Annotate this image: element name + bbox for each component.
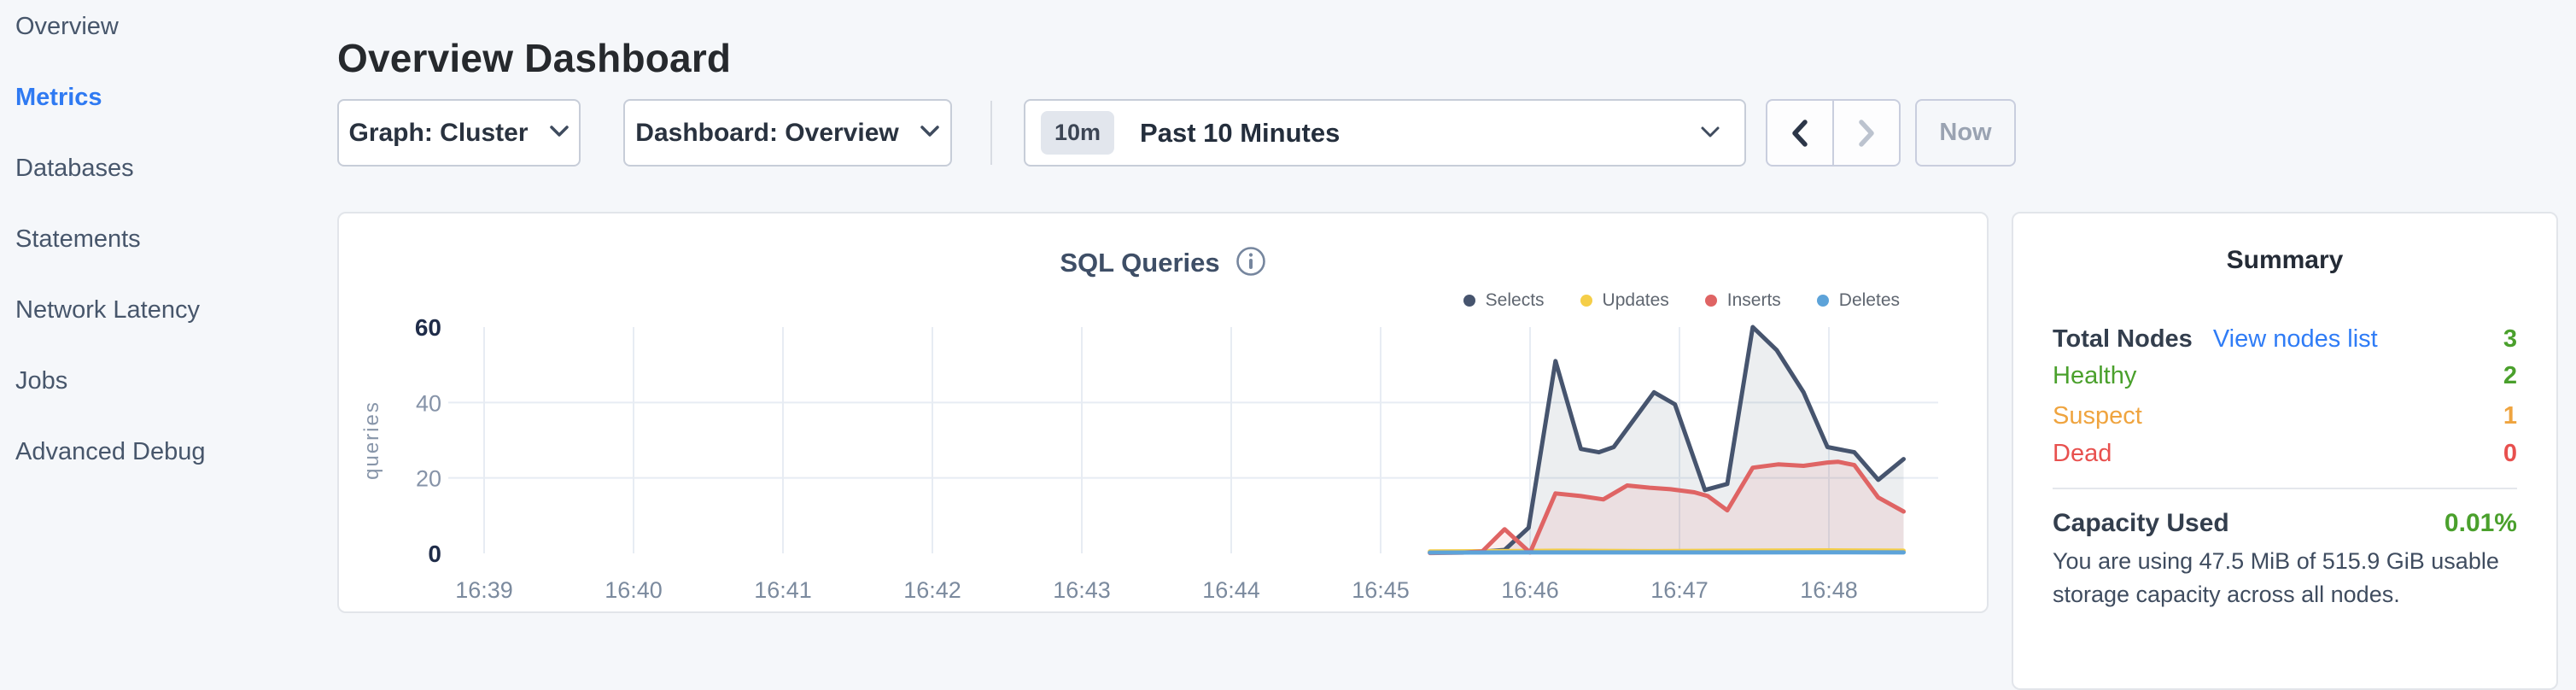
- legend-item-selects: Selects: [1463, 290, 1545, 311]
- sidebar-item-overview[interactable]: Overview: [15, 13, 119, 40]
- legend-item-inserts: Inserts: [1704, 290, 1781, 311]
- summary-row-label: Total Nodes: [2053, 325, 2193, 353]
- dashboard-dropdown-label: Dashboard: Overview: [635, 118, 899, 147]
- time-step-buttons: [1766, 99, 1901, 167]
- summary-row-value: 1: [2503, 402, 2517, 430]
- toolbar-divider: [990, 101, 992, 165]
- summary-row-value: 0: [2503, 440, 2517, 467]
- legend-item-updates: Updates: [1580, 290, 1669, 311]
- sidebar-item-jobs[interactable]: Jobs: [15, 367, 68, 395]
- chevron-right-icon: [1859, 119, 1874, 147]
- legend-dot-selects: [1463, 295, 1475, 307]
- chart-legend: Selects Updates Inserts Deletes: [1463, 289, 1900, 313]
- capacity-row: Capacity Used 0.01%: [2053, 509, 2517, 538]
- chevron-left-icon: [1792, 119, 1808, 147]
- summary-row-label: Suspect: [2053, 402, 2142, 430]
- sidebar-item-databases[interactable]: Databases: [15, 155, 134, 182]
- time-back-button[interactable]: [1767, 101, 1832, 165]
- capacity-description: You are using 47.5 MiB of 515.9 GiB usab…: [2053, 548, 2499, 607]
- now-button[interactable]: Now: [1915, 99, 2016, 167]
- dashboard-dropdown[interactable]: Dashboard: Overview: [623, 99, 952, 167]
- summary-row-dead: Dead 0: [2053, 436, 2517, 471]
- graph-dropdown[interactable]: Graph: Cluster: [337, 99, 581, 167]
- capacity-used-label: Capacity Used: [2053, 509, 2229, 537]
- legend-label: Selects: [1485, 290, 1545, 310]
- graph-dropdown-label: Graph: Cluster: [348, 118, 529, 147]
- summary-row-label: Dead: [2053, 440, 2112, 467]
- chevron-down-icon: [920, 124, 940, 142]
- summary-row-healthy: Healthy 2: [2053, 358, 2517, 394]
- button-divider: [1832, 101, 1834, 165]
- legend-item-deletes: Deletes: [1816, 290, 1900, 311]
- summary-title: Summary: [2226, 246, 2344, 274]
- legend-label: Deletes: [1838, 290, 1900, 310]
- legend-dot-updates: [1580, 295, 1592, 307]
- sidebar-item-network-latency[interactable]: Network Latency: [15, 296, 200, 324]
- time-range-picker[interactable]: 10m Past 10 Minutes: [1024, 99, 1746, 167]
- sidebar: Overview Metrics Databases Statements Networ…: [0, 0, 333, 623]
- summary-row-total-nodes: Total Nodes View nodes list 3: [2053, 321, 2517, 357]
- info-circle-icon[interactable]: [1235, 246, 1266, 281]
- sidebar-item-advanced-debug[interactable]: Advanced Debug: [15, 438, 206, 465]
- chevron-down-icon: [549, 124, 570, 142]
- chart-title: SQL Queries: [1060, 248, 1220, 278]
- summary-row-suspect: Suspect 1: [2053, 398, 2517, 434]
- view-nodes-list-link[interactable]: View nodes list: [2212, 325, 2378, 353]
- legend-label: Inserts: [1726, 290, 1781, 310]
- time-forward-button[interactable]: [1834, 101, 1899, 165]
- legend-dot-inserts: [1704, 295, 1717, 307]
- summary-row-value: 3: [2503, 325, 2517, 353]
- summary-divider: [2053, 488, 2517, 489]
- time-range-label: Past 10 Minutes: [1140, 117, 1341, 148]
- sidebar-item-metrics[interactable]: Metrics: [15, 84, 102, 111]
- chart-title-row: SQL Queries: [337, 244, 1989, 282]
- summary-row-value: 2: [2503, 362, 2517, 389]
- legend-label: Updates: [1602, 290, 1669, 310]
- summary-row-label: Healthy: [2053, 362, 2137, 389]
- time-range-badge: 10m: [1041, 111, 1115, 155]
- legend-dot-deletes: [1816, 295, 1829, 307]
- chevron-down-icon: [1700, 125, 1720, 143]
- capacity-used-value: 0.01%: [2444, 509, 2517, 537]
- page-title: Overview Dashboard: [337, 35, 732, 80]
- sidebar-item-statements[interactable]: Statements: [15, 225, 141, 253]
- summary-card: [2012, 212, 2558, 690]
